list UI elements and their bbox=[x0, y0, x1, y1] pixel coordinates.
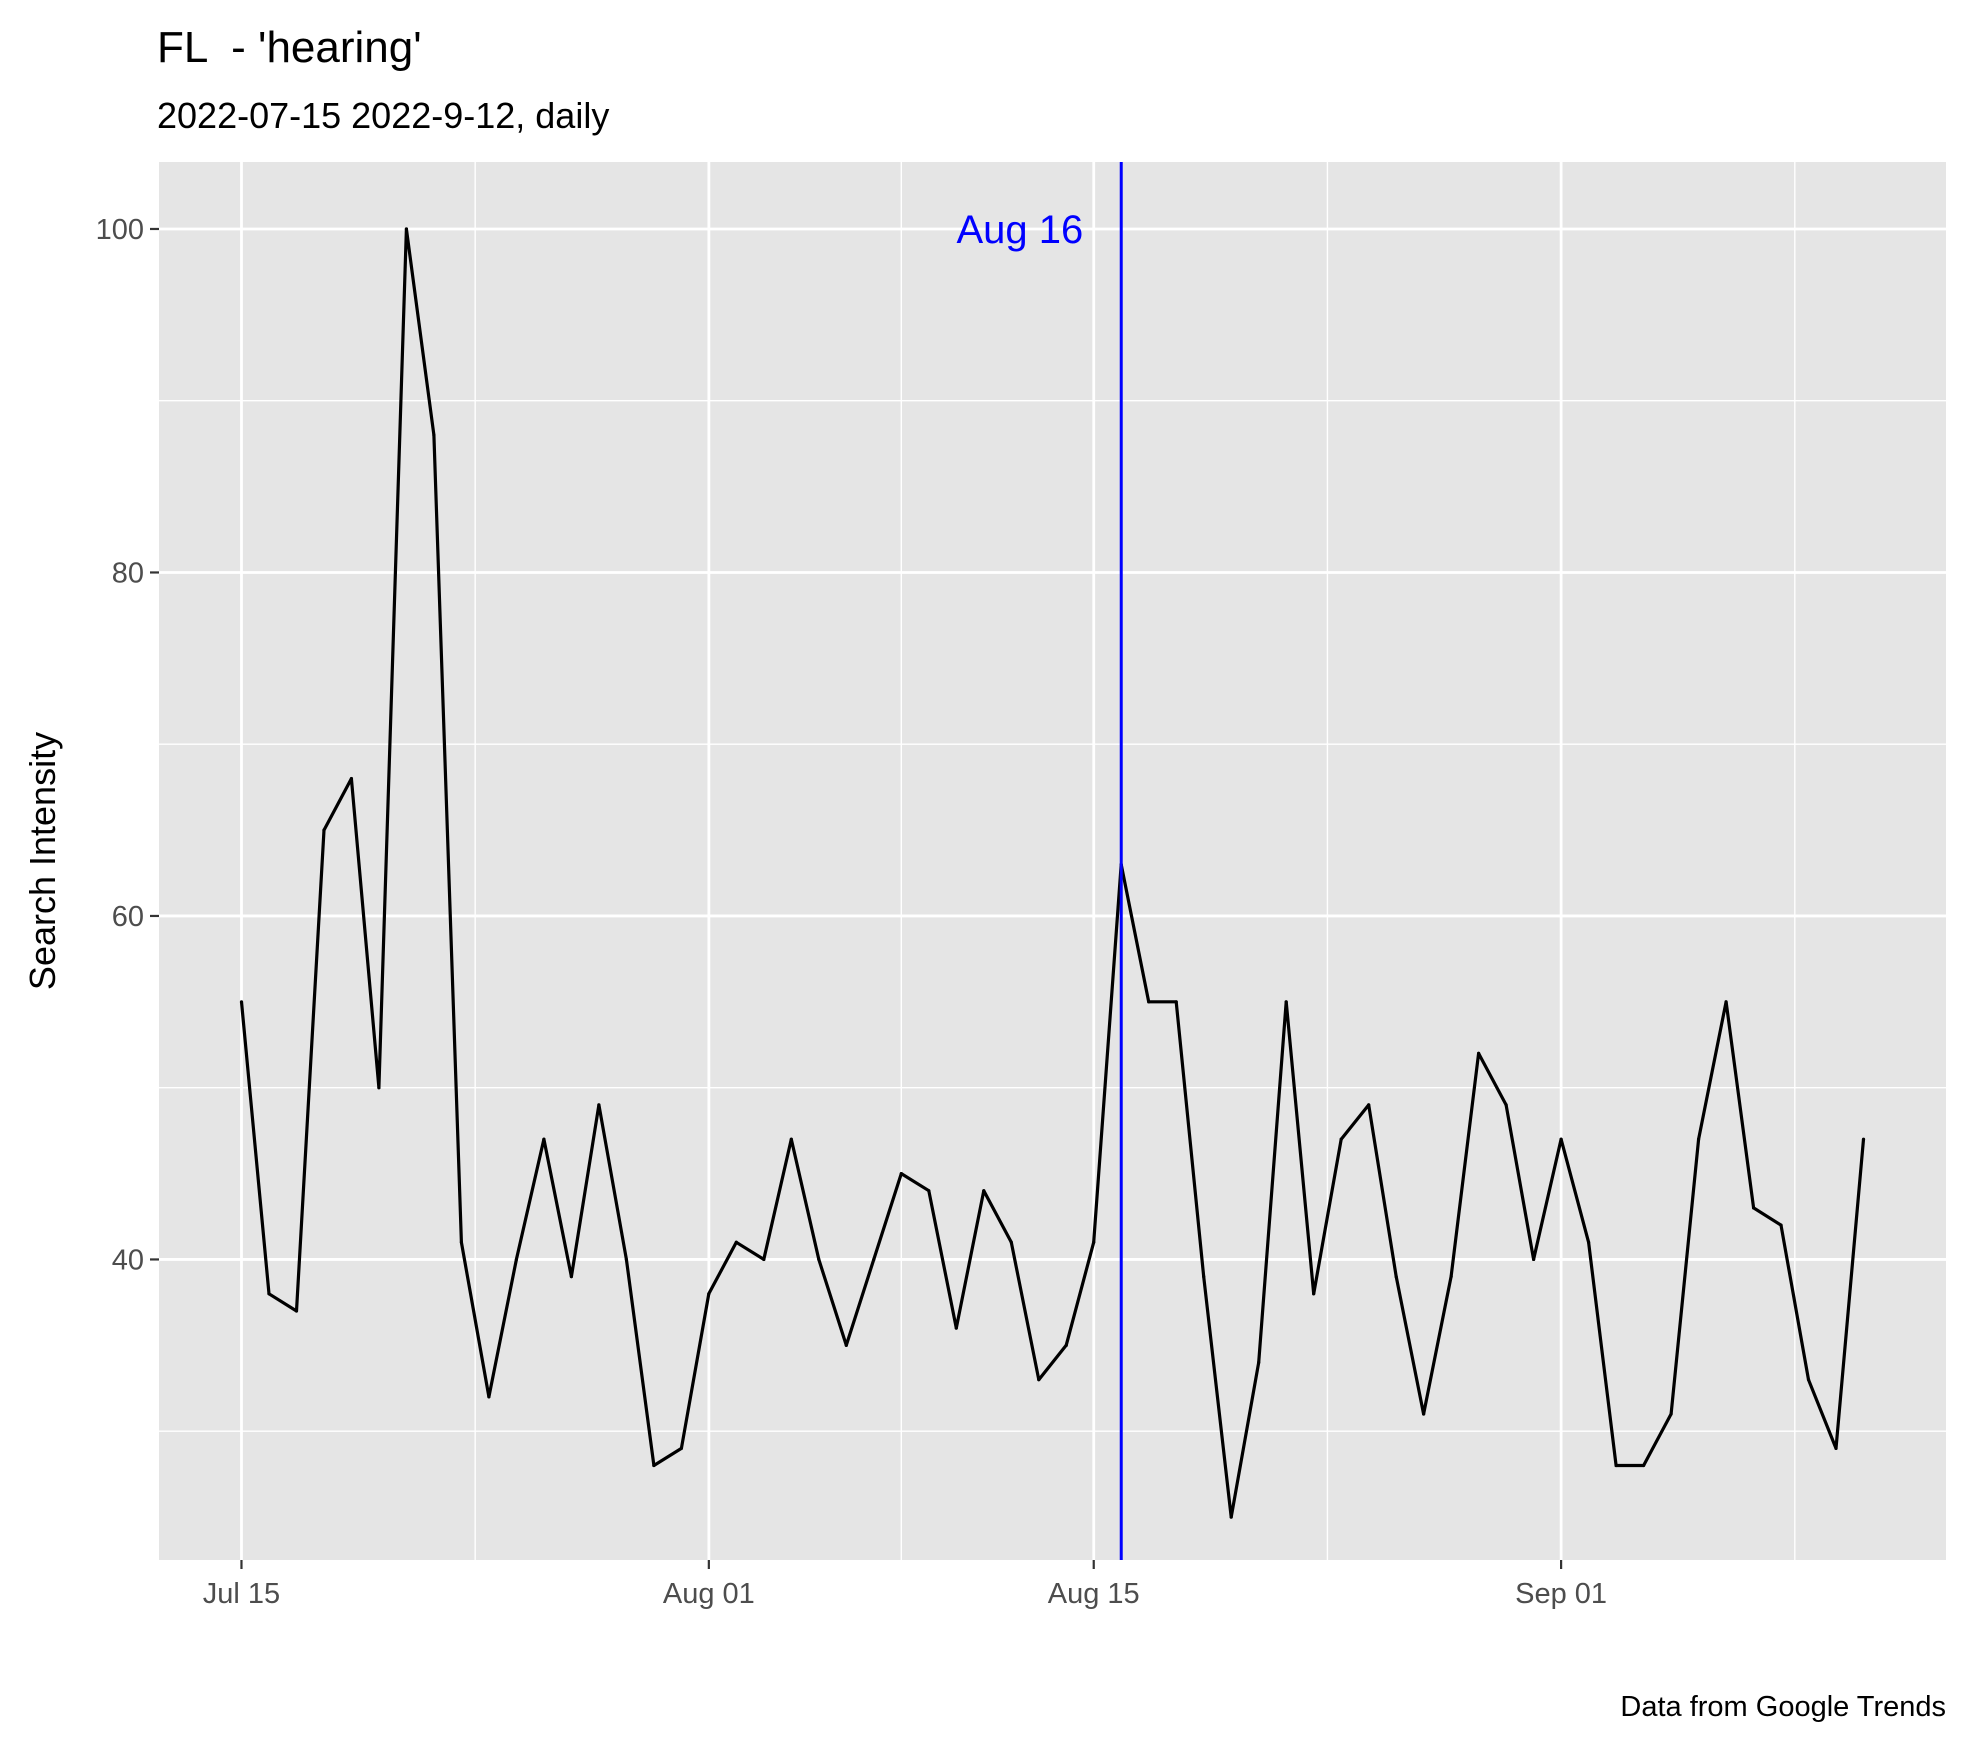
y-tick-label: 40 bbox=[112, 1244, 144, 1276]
data-point bbox=[1724, 1000, 1728, 1004]
data-point bbox=[1449, 1275, 1453, 1279]
y-tick-label: 100 bbox=[96, 214, 144, 246]
x-tick-label: Sep 01 bbox=[1515, 1578, 1607, 1610]
axis-ticks: 40 60 80 100 Jul 15 Aug 01 Aug 15 Sep 01 bbox=[96, 214, 1607, 1610]
data-point bbox=[1257, 1360, 1261, 1365]
data-point bbox=[707, 1292, 711, 1296]
data-point bbox=[927, 1189, 931, 1193]
data-point bbox=[1751, 1206, 1756, 1210]
data-point bbox=[1669, 1412, 1673, 1416]
plot-panel bbox=[159, 162, 1946, 1560]
data-point bbox=[349, 776, 354, 781]
data-point bbox=[322, 828, 326, 832]
data-point bbox=[1284, 1000, 1288, 1004]
data-point bbox=[1696, 1137, 1701, 1141]
data-point bbox=[817, 1257, 821, 1262]
data-point bbox=[1009, 1240, 1013, 1244]
data-point bbox=[1422, 1412, 1426, 1416]
data-point bbox=[1834, 1446, 1838, 1450]
gridlines bbox=[159, 162, 1946, 1560]
series-line bbox=[239, 227, 1866, 1519]
data-point bbox=[762, 1257, 766, 1262]
data-point bbox=[1064, 1343, 1068, 1347]
data-point bbox=[404, 227, 409, 231]
data-point bbox=[1504, 1103, 1508, 1107]
data-point bbox=[1587, 1240, 1591, 1244]
y-tick-label: 60 bbox=[112, 901, 144, 933]
x-tick-label: Aug 15 bbox=[1048, 1578, 1140, 1610]
data-point bbox=[899, 1171, 903, 1176]
y-axis-title: Search Intensity bbox=[22, 732, 63, 990]
x-tick-label: Jul 15 bbox=[203, 1578, 280, 1610]
data-point bbox=[294, 1309, 299, 1313]
data-point bbox=[1202, 1275, 1206, 1279]
data-point bbox=[844, 1343, 848, 1347]
data-point bbox=[1174, 1000, 1178, 1004]
annotation-layer: Aug 16 bbox=[956, 162, 1123, 1560]
chart-subtitle: 2022-07-15 2022-9-12, daily bbox=[157, 95, 609, 136]
data-point bbox=[459, 1240, 464, 1244]
data-point bbox=[487, 1395, 491, 1399]
data-point bbox=[239, 1000, 244, 1004]
data-point bbox=[1394, 1275, 1398, 1279]
data-point bbox=[1614, 1463, 1618, 1468]
y-tick-label: 80 bbox=[112, 557, 144, 589]
data-point bbox=[377, 1086, 381, 1090]
data-point bbox=[1641, 1463, 1646, 1468]
data-point bbox=[1339, 1137, 1343, 1141]
data-point bbox=[954, 1326, 958, 1330]
data-point bbox=[652, 1463, 656, 1468]
data-point bbox=[1312, 1292, 1316, 1296]
data-point bbox=[514, 1257, 519, 1262]
data-point bbox=[734, 1240, 738, 1244]
data-point bbox=[1559, 1137, 1563, 1141]
data-point bbox=[1147, 1000, 1151, 1004]
data-point bbox=[267, 1292, 271, 1296]
data-point bbox=[432, 433, 436, 437]
annotation-label: Aug 16 bbox=[956, 208, 1083, 252]
data-point bbox=[1779, 1223, 1783, 1227]
data-point bbox=[1367, 1103, 1371, 1107]
x-tick-label: Aug 01 bbox=[663, 1578, 755, 1610]
data-point bbox=[597, 1103, 601, 1107]
data-point bbox=[1037, 1378, 1041, 1382]
data-point bbox=[1806, 1378, 1811, 1382]
data-point bbox=[1861, 1137, 1866, 1141]
data-point bbox=[1092, 1240, 1096, 1244]
chart-caption: Data from Google Trends bbox=[1620, 1691, 1946, 1723]
chart-title: FL - 'hearing' bbox=[157, 23, 422, 72]
series-layer bbox=[239, 227, 1866, 1519]
data-point bbox=[569, 1275, 573, 1279]
data-point bbox=[542, 1137, 546, 1141]
data-point bbox=[789, 1137, 793, 1141]
data-point bbox=[624, 1257, 628, 1262]
data-point bbox=[679, 1446, 683, 1450]
data-point bbox=[1229, 1515, 1233, 1519]
data-point bbox=[872, 1257, 876, 1262]
data-point bbox=[982, 1189, 986, 1193]
data-point bbox=[1532, 1257, 1536, 1262]
data-point bbox=[1477, 1051, 1481, 1055]
